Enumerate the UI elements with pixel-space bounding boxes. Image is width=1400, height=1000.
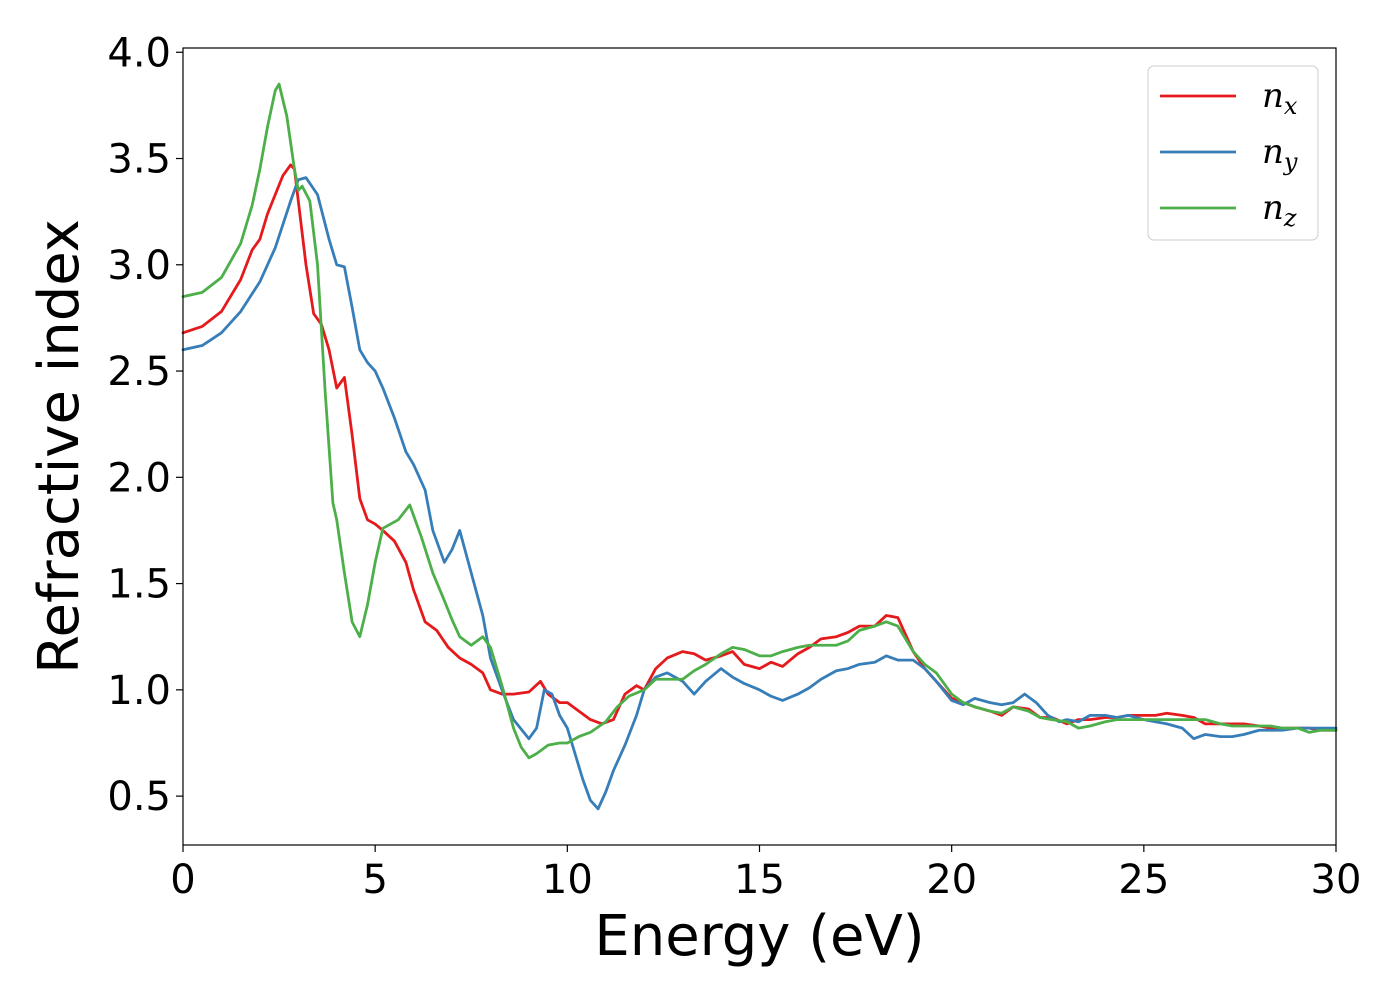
y-tick-label: 1.0: [107, 668, 171, 714]
legend-subscript: y: [1283, 148, 1298, 176]
y-tick-label: 3.0: [107, 243, 171, 289]
x-tick-label: 5: [362, 857, 387, 903]
series-layer: [181, 82, 1338, 811]
series-line-n-z: [181, 82, 1338, 760]
series-line-n-x: [181, 163, 1338, 732]
x-axis-label: Energy (eV): [594, 904, 924, 969]
y-tick-label: 0.5: [107, 774, 171, 820]
legend-subscript: x: [1284, 92, 1298, 120]
x-tick-label: 30: [1311, 857, 1362, 903]
series-line-n-y: [181, 176, 1338, 811]
x-tick-label: 15: [734, 857, 785, 903]
y-ticks: 0.5 1.0 1.5 2.0 2.5 3.0 3.5 4.0: [107, 30, 183, 820]
x-tick-label: 10: [542, 857, 593, 903]
x-tick-label: 20: [926, 857, 977, 903]
y-tick-label: 2.5: [107, 349, 171, 395]
x-ticks: 0 5 10 15 20 25 30: [170, 845, 1361, 903]
x-tick-label: 25: [1118, 857, 1169, 903]
y-tick-label: 2.0: [107, 455, 171, 501]
x-tick-label: 0: [170, 857, 195, 903]
legend-subscript: z: [1283, 204, 1297, 232]
y-tick-label: 3.5: [107, 137, 171, 183]
y-tick-label: 1.5: [107, 562, 171, 608]
y-axis-label: Refractive index: [27, 219, 92, 674]
y-tick-label: 4.0: [107, 30, 171, 76]
